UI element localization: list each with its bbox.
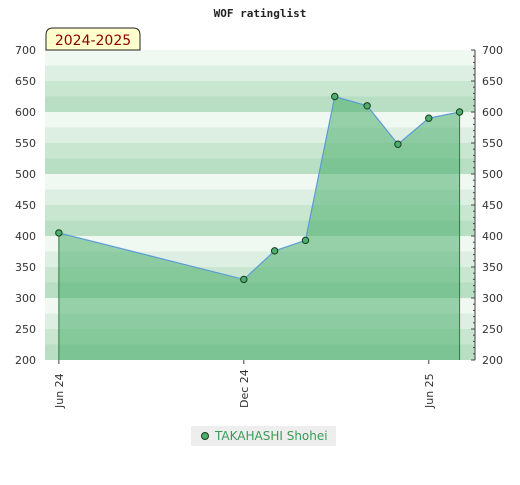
y-tick-label-right: 200	[482, 354, 503, 367]
area-fill	[58, 96, 460, 360]
y-tick-label: 550	[15, 137, 36, 150]
data-point	[455, 108, 464, 116]
y-tick-label: 500	[15, 168, 36, 181]
y-tick-label: 600	[15, 106, 36, 119]
y-tick-label-right: 550	[482, 137, 503, 150]
y-tick-label-right: 300	[482, 292, 503, 305]
y-tick-label: 350	[15, 261, 36, 274]
data-point	[425, 114, 433, 122]
y-tick-label-right: 350	[482, 261, 503, 274]
y-tick-label: 400	[15, 230, 36, 243]
x-tick-label: Dec 24	[238, 369, 251, 408]
season-badge: 2024-2025	[45, 27, 141, 51]
x-axis: Jun 24 Dec 24 Jun 25	[53, 360, 436, 409]
y-tick-label: 250	[15, 323, 36, 336]
y-tick-label-right: 400	[482, 230, 503, 243]
drop-lines	[58, 112, 461, 360]
background-band	[45, 65, 475, 81]
y-tick-label-right: 600	[482, 106, 503, 119]
y-tick-label-right: 500	[482, 168, 503, 181]
data-point	[363, 102, 371, 110]
y-tick-label-right: 450	[482, 199, 503, 212]
area-path	[58, 96, 460, 360]
season-badge-shape	[45, 27, 141, 51]
legend-series-name: TAKAHASHI Shohei	[215, 429, 328, 443]
x-tick-label: Jun 24	[53, 373, 66, 409]
legend-marker	[201, 432, 209, 440]
y-tick-label: 300	[15, 292, 36, 305]
y-tick-label: 700	[15, 44, 36, 57]
season-badge-text: 2024-2025	[55, 33, 131, 49]
data-point	[394, 140, 402, 148]
legend: TAKAHASHI Shohei	[191, 426, 336, 446]
y-axis-left: 200 250 300 350 400 450 500 550 600 650 700	[15, 44, 36, 367]
y-tick-label: 450	[15, 199, 36, 212]
background-band	[45, 50, 475, 66]
background-band	[45, 96, 475, 112]
series-points	[55, 92, 464, 284]
y-tick-label-right: 700	[482, 44, 503, 57]
background-band	[45, 112, 475, 128]
y-axis-right: 200 250 300 350 400 450 500 550 600 650 700	[471, 44, 503, 367]
data-point	[55, 229, 63, 237]
x-tick-label: Jun 25	[423, 373, 436, 409]
y-tick-label-right: 650	[482, 75, 503, 88]
data-point	[331, 92, 339, 101]
background-band	[45, 81, 475, 97]
data-point	[301, 236, 310, 245]
y-tick-label-right: 250	[482, 323, 503, 336]
y-tick-label: 650	[15, 75, 36, 88]
data-point	[240, 275, 248, 284]
data-point	[270, 247, 279, 255]
chart-title: WOF ratinglist	[214, 7, 307, 20]
y-tick-label: 200	[15, 354, 36, 367]
